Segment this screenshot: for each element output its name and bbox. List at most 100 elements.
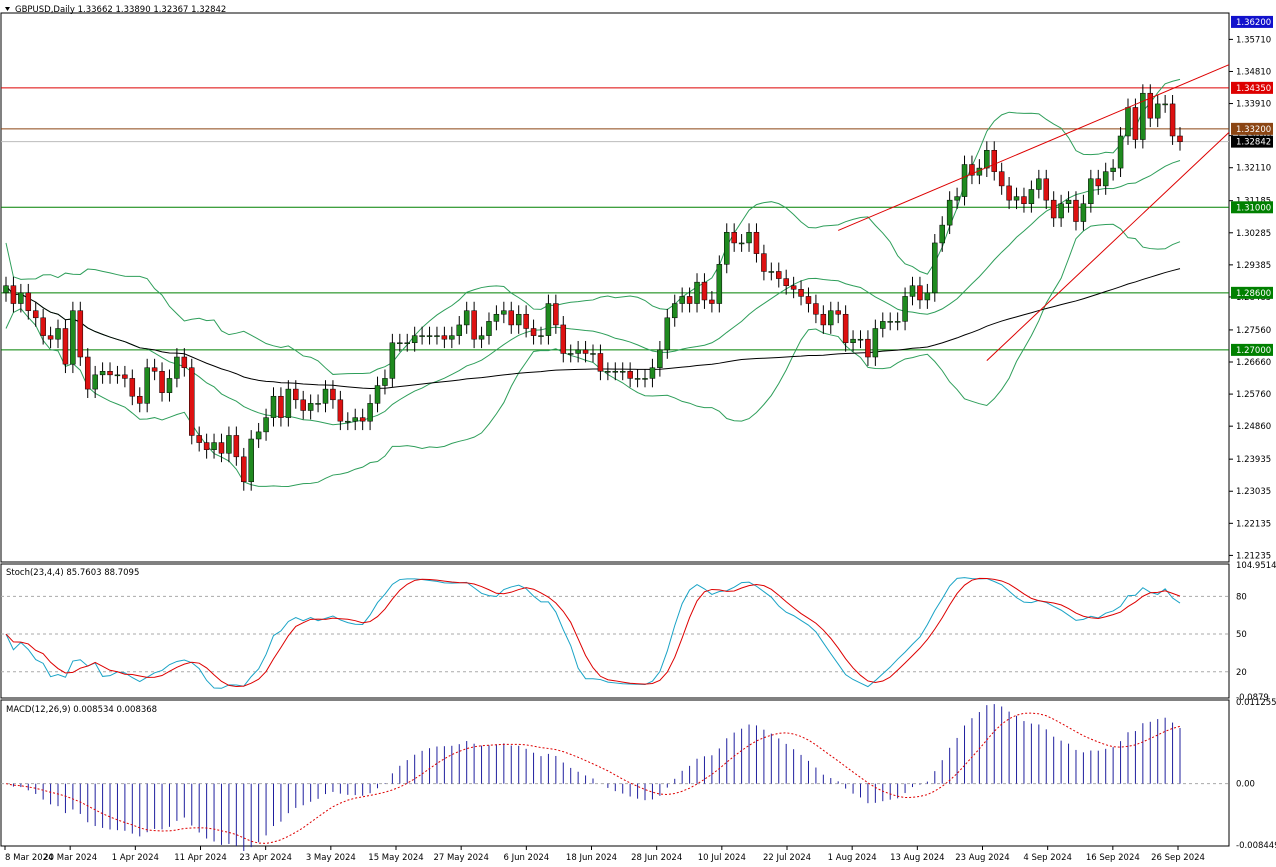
candle-body: [359, 417, 366, 422]
candle-body: [1006, 185, 1012, 201]
candle-body: [144, 367, 150, 404]
candle-body: [337, 399, 344, 422]
time-tick-label: 27 May 2024: [433, 853, 488, 863]
candle-body: [174, 356, 180, 379]
price-tick-label: 1.32110: [1236, 164, 1271, 174]
candle-body: [761, 253, 767, 272]
candle-body: [315, 403, 321, 405]
header-collapse-icon[interactable]: [5, 7, 10, 11]
stoch-d-line: [5, 577, 1181, 688]
candle-body: [932, 242, 938, 294]
level-price-tag: [1231, 81, 1273, 94]
candle-body: [820, 313, 827, 326]
level-price-tag: [1231, 286, 1273, 299]
candle-body: [538, 335, 544, 337]
candle-body: [909, 285, 916, 297]
candle-body: [233, 435, 240, 458]
candle-body: [136, 395, 143, 404]
price-tick-label: 1.35710: [1236, 35, 1271, 45]
candle-body: [902, 296, 908, 322]
bollinger-middle: [5, 160, 1181, 426]
candle-body: [255, 431, 262, 440]
candle-body: [828, 310, 834, 326]
candle-body: [597, 353, 604, 372]
upper-trendline[interactable]: [838, 64, 1230, 231]
price-tick-label: 1.23935: [1236, 455, 1271, 465]
candle-body: [486, 321, 492, 336]
candle-body: [686, 296, 693, 304]
time-tick-label: 23 Apr 2024: [239, 853, 292, 863]
price-tick-label: 1.23035: [1236, 487, 1271, 497]
symbol-header: GBPUSD,Daily 1.33662 1.33890 1.32367 1.3…: [15, 5, 226, 15]
candle-body: [218, 442, 225, 454]
time-tick-label: 1 Apr 2024: [112, 853, 159, 863]
price-tick-label: 1.29385: [1236, 261, 1271, 271]
candle-body: [322, 388, 329, 404]
candle-body: [709, 299, 715, 304]
candle-body: [649, 367, 656, 379]
candle-body: [263, 417, 269, 433]
candle-body: [382, 378, 388, 386]
candle-body: [419, 335, 425, 337]
lower-trendline[interactable]: [986, 132, 1230, 361]
candle-body: [924, 292, 931, 301]
price-tick-label: 1.34810: [1236, 67, 1271, 77]
candle-body: [456, 324, 463, 336]
candle-body: [783, 278, 789, 286]
macd-scale-label: 0.00: [1236, 780, 1255, 790]
candle-body: [857, 338, 864, 341]
candle-body: [122, 374, 128, 379]
candle-body: [196, 435, 202, 443]
stoch-scale-label: 104.9514: [1236, 561, 1276, 571]
candle-body: [84, 356, 91, 390]
candle-body: [619, 371, 626, 373]
candle-body: [657, 349, 663, 368]
price-tick-label: 1.30285: [1236, 229, 1271, 239]
candle-body: [1095, 178, 1102, 187]
macd-panel: 0.011255 0.00 -0.008449: [1, 698, 1276, 851]
candle-body: [1013, 196, 1020, 201]
level-price-label: 1.33200: [1236, 125, 1271, 135]
candle-body: [723, 231, 730, 265]
candle-body: [478, 335, 485, 340]
candle-body: [25, 292, 32, 311]
candle-body: [515, 313, 522, 326]
candle-body: [1102, 171, 1109, 187]
level-price-label: 1.27000: [1236, 346, 1271, 356]
candle-body: [307, 403, 314, 411]
time-tick-label: 22 Jul 2024: [763, 853, 811, 863]
candle-body: [211, 442, 217, 450]
horizontal-levels: 1.36200 1.34350 1.33200 1.32842 1.31000 1.286…: [1, 15, 1273, 356]
price-tick-label: 1.22135: [1236, 519, 1271, 529]
candlesticks: [3, 84, 1183, 491]
candle-body: [434, 335, 440, 337]
candle-body: [1028, 189, 1035, 204]
candle-body: [738, 242, 745, 245]
candle-body: [553, 303, 559, 326]
candle-body: [270, 395, 277, 418]
candle-body: [1147, 92, 1154, 119]
candle-body: [634, 378, 641, 380]
candle-body: [694, 281, 700, 304]
candle-body: [471, 310, 477, 340]
candle-body: [850, 338, 856, 344]
candle-body: [18, 292, 24, 304]
candle-body: [226, 435, 232, 454]
candle-body: [1125, 107, 1131, 137]
candle-body: [813, 303, 819, 315]
candle-body: [1058, 203, 1064, 219]
candle-body: [560, 324, 567, 354]
candle-body: [389, 342, 396, 379]
price-tick-label: 1.24860: [1236, 422, 1271, 432]
candle-body: [1080, 203, 1087, 222]
candle-body: [776, 271, 782, 279]
candle-body: [70, 310, 76, 365]
price-tick-label: 1.21235: [1236, 551, 1271, 561]
candle-body: [731, 231, 737, 244]
candle-body: [1021, 196, 1027, 204]
candle-body: [1140, 92, 1146, 140]
moving-average-line: [5, 268, 1181, 389]
candle-body: [880, 321, 886, 329]
